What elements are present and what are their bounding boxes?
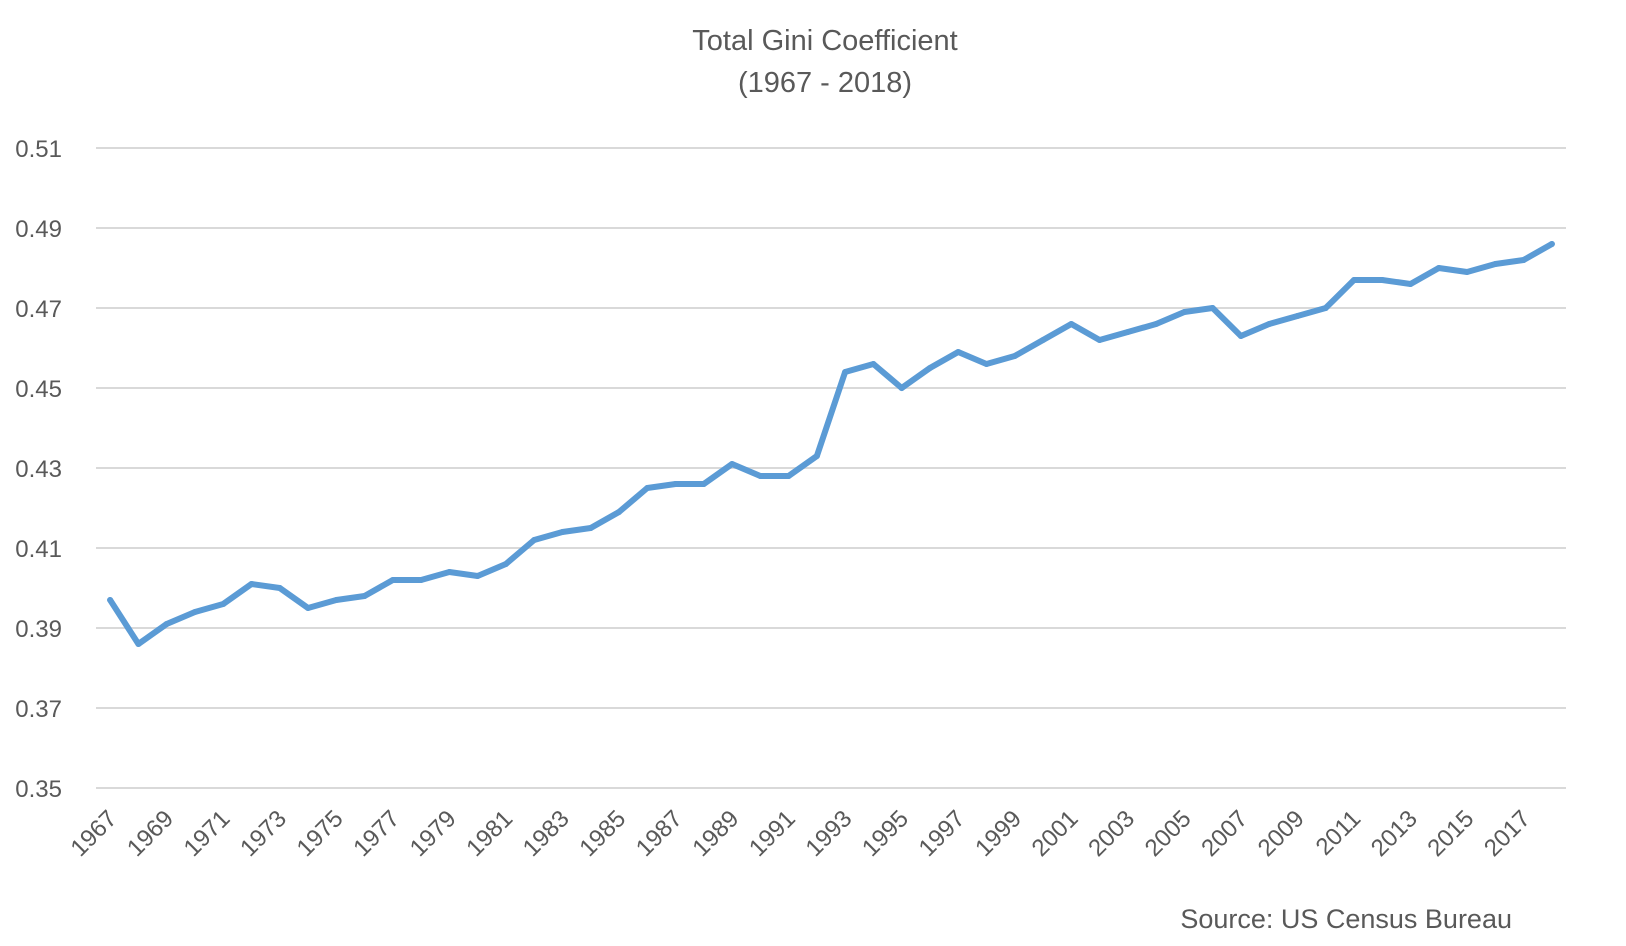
- data-point-2014: [1435, 265, 1442, 271]
- data-point-1972: [248, 581, 255, 587]
- x-tick-label: 1991: [744, 805, 801, 862]
- data-point-2006: [1209, 305, 1216, 311]
- data-point-1971: [220, 601, 227, 607]
- data-point-2009: [1294, 313, 1301, 319]
- data-point-1987: [672, 481, 679, 487]
- data-point-1997: [955, 349, 962, 355]
- data-point-1999: [1011, 353, 1018, 359]
- data-point-1970: [191, 609, 198, 615]
- x-tick-label: 1987: [631, 805, 688, 862]
- x-tick-label: 1969: [122, 805, 179, 862]
- data-point-1979: [446, 569, 453, 575]
- data-point-2008: [1266, 321, 1273, 327]
- x-tick-label: 1997: [914, 805, 971, 862]
- data-point-1983: [559, 529, 566, 535]
- data-point-1996: [926, 365, 933, 371]
- data-point-1985: [615, 509, 622, 515]
- y-tick-label: 0.39: [15, 616, 62, 643]
- data-point-1989: [729, 461, 736, 467]
- x-tick-label: 1973: [235, 805, 292, 862]
- series-layer: [107, 241, 1555, 647]
- x-tick-label: 2001: [1027, 805, 1084, 862]
- data-point-1982: [531, 537, 538, 543]
- data-point-1994: [870, 361, 877, 367]
- data-point-1986: [644, 485, 651, 491]
- data-point-2007: [1237, 333, 1244, 339]
- data-point-2012: [1379, 277, 1386, 283]
- data-point-2001: [1068, 321, 1075, 327]
- x-tick-label: 1979: [405, 805, 462, 862]
- data-point-2015: [1464, 269, 1471, 275]
- data-point-2003: [1124, 329, 1131, 335]
- data-point-1967: [107, 597, 114, 603]
- data-point-2017: [1520, 257, 1527, 263]
- x-tick-label: 1999: [970, 805, 1027, 862]
- y-tick-label: 0.41: [15, 536, 62, 563]
- y-axis-ticks: 0.35 0.37 0.39 0.41 0.43 0.45 0.47 0.49 0.51: [15, 136, 62, 803]
- data-point-1974: [305, 605, 312, 611]
- data-point-1975: [333, 597, 340, 603]
- data-point-1984: [587, 525, 594, 531]
- y-tick-label: 0.45: [15, 376, 62, 403]
- y-tick-label: 0.51: [15, 136, 62, 163]
- chart-subtitle: (1967 - 2018): [738, 67, 912, 99]
- data-point-1977: [389, 577, 396, 583]
- data-point-2005: [1181, 309, 1188, 315]
- data-point-1988: [700, 481, 707, 487]
- x-tick-label: 1985: [574, 805, 631, 862]
- x-tick-label: 1975: [292, 805, 349, 862]
- x-tick-label: 2005: [1140, 805, 1197, 862]
- x-tick-label: 1995: [857, 805, 914, 862]
- x-tick-label: 1971: [179, 805, 236, 862]
- x-tick-label: 1977: [348, 805, 405, 862]
- x-tick-label: 2011: [1311, 805, 1367, 861]
- y-tick-label: 0.49: [15, 216, 62, 243]
- data-point-1981: [502, 561, 509, 567]
- x-tick-label: 2007: [1196, 805, 1253, 862]
- data-point-2018: [1548, 241, 1555, 247]
- data-point-1980: [474, 573, 481, 579]
- x-axis-ticks: 1967 1969 1971 1973 1975 1977 1979 1981 1983 1985…: [66, 805, 1536, 862]
- y-tick-label: 0.47: [15, 296, 62, 323]
- data-point-2000: [1040, 337, 1047, 343]
- data-point-2013: [1407, 281, 1414, 287]
- x-tick-label: 1981: [461, 805, 518, 862]
- data-point-2004: [1153, 321, 1160, 327]
- x-tick-label: 2013: [1366, 805, 1423, 862]
- data-point-1991: [785, 473, 792, 479]
- data-point-1978: [418, 577, 425, 583]
- data-point-1969: [163, 621, 170, 627]
- y-tick-label: 0.37: [15, 696, 62, 723]
- gridlines: [96, 147, 1566, 789]
- data-point-2002: [1096, 337, 1103, 343]
- series-line-0: [107, 241, 1555, 647]
- x-tick-label: 1993: [801, 805, 858, 862]
- x-tick-label: 1989: [687, 805, 744, 862]
- x-tick-label: 1967: [66, 805, 123, 862]
- x-tick-label: 2009: [1253, 805, 1310, 862]
- data-point-1993: [842, 369, 849, 375]
- chart-title: Total Gini Coefficient: [692, 25, 957, 57]
- y-tick-label: 0.35: [15, 776, 62, 803]
- data-point-2010: [1322, 305, 1329, 311]
- data-point-2016: [1492, 261, 1499, 267]
- data-point-1992: [813, 453, 820, 459]
- data-point-1990: [757, 473, 764, 479]
- y-tick-label: 0.43: [15, 456, 62, 483]
- x-tick-label: 2015: [1422, 805, 1479, 862]
- data-point-1995: [898, 385, 905, 391]
- x-tick-label: 2017: [1479, 805, 1536, 862]
- data-point-1976: [361, 593, 368, 599]
- source-note: Source: US Census Bureau: [1180, 904, 1512, 934]
- data-point-2011: [1350, 277, 1357, 283]
- data-point-1973: [276, 585, 283, 591]
- data-point-1998: [983, 361, 990, 367]
- data-point-1968: [135, 641, 142, 647]
- x-tick-label: 1983: [518, 805, 575, 862]
- x-tick-label: 2003: [1083, 805, 1140, 862]
